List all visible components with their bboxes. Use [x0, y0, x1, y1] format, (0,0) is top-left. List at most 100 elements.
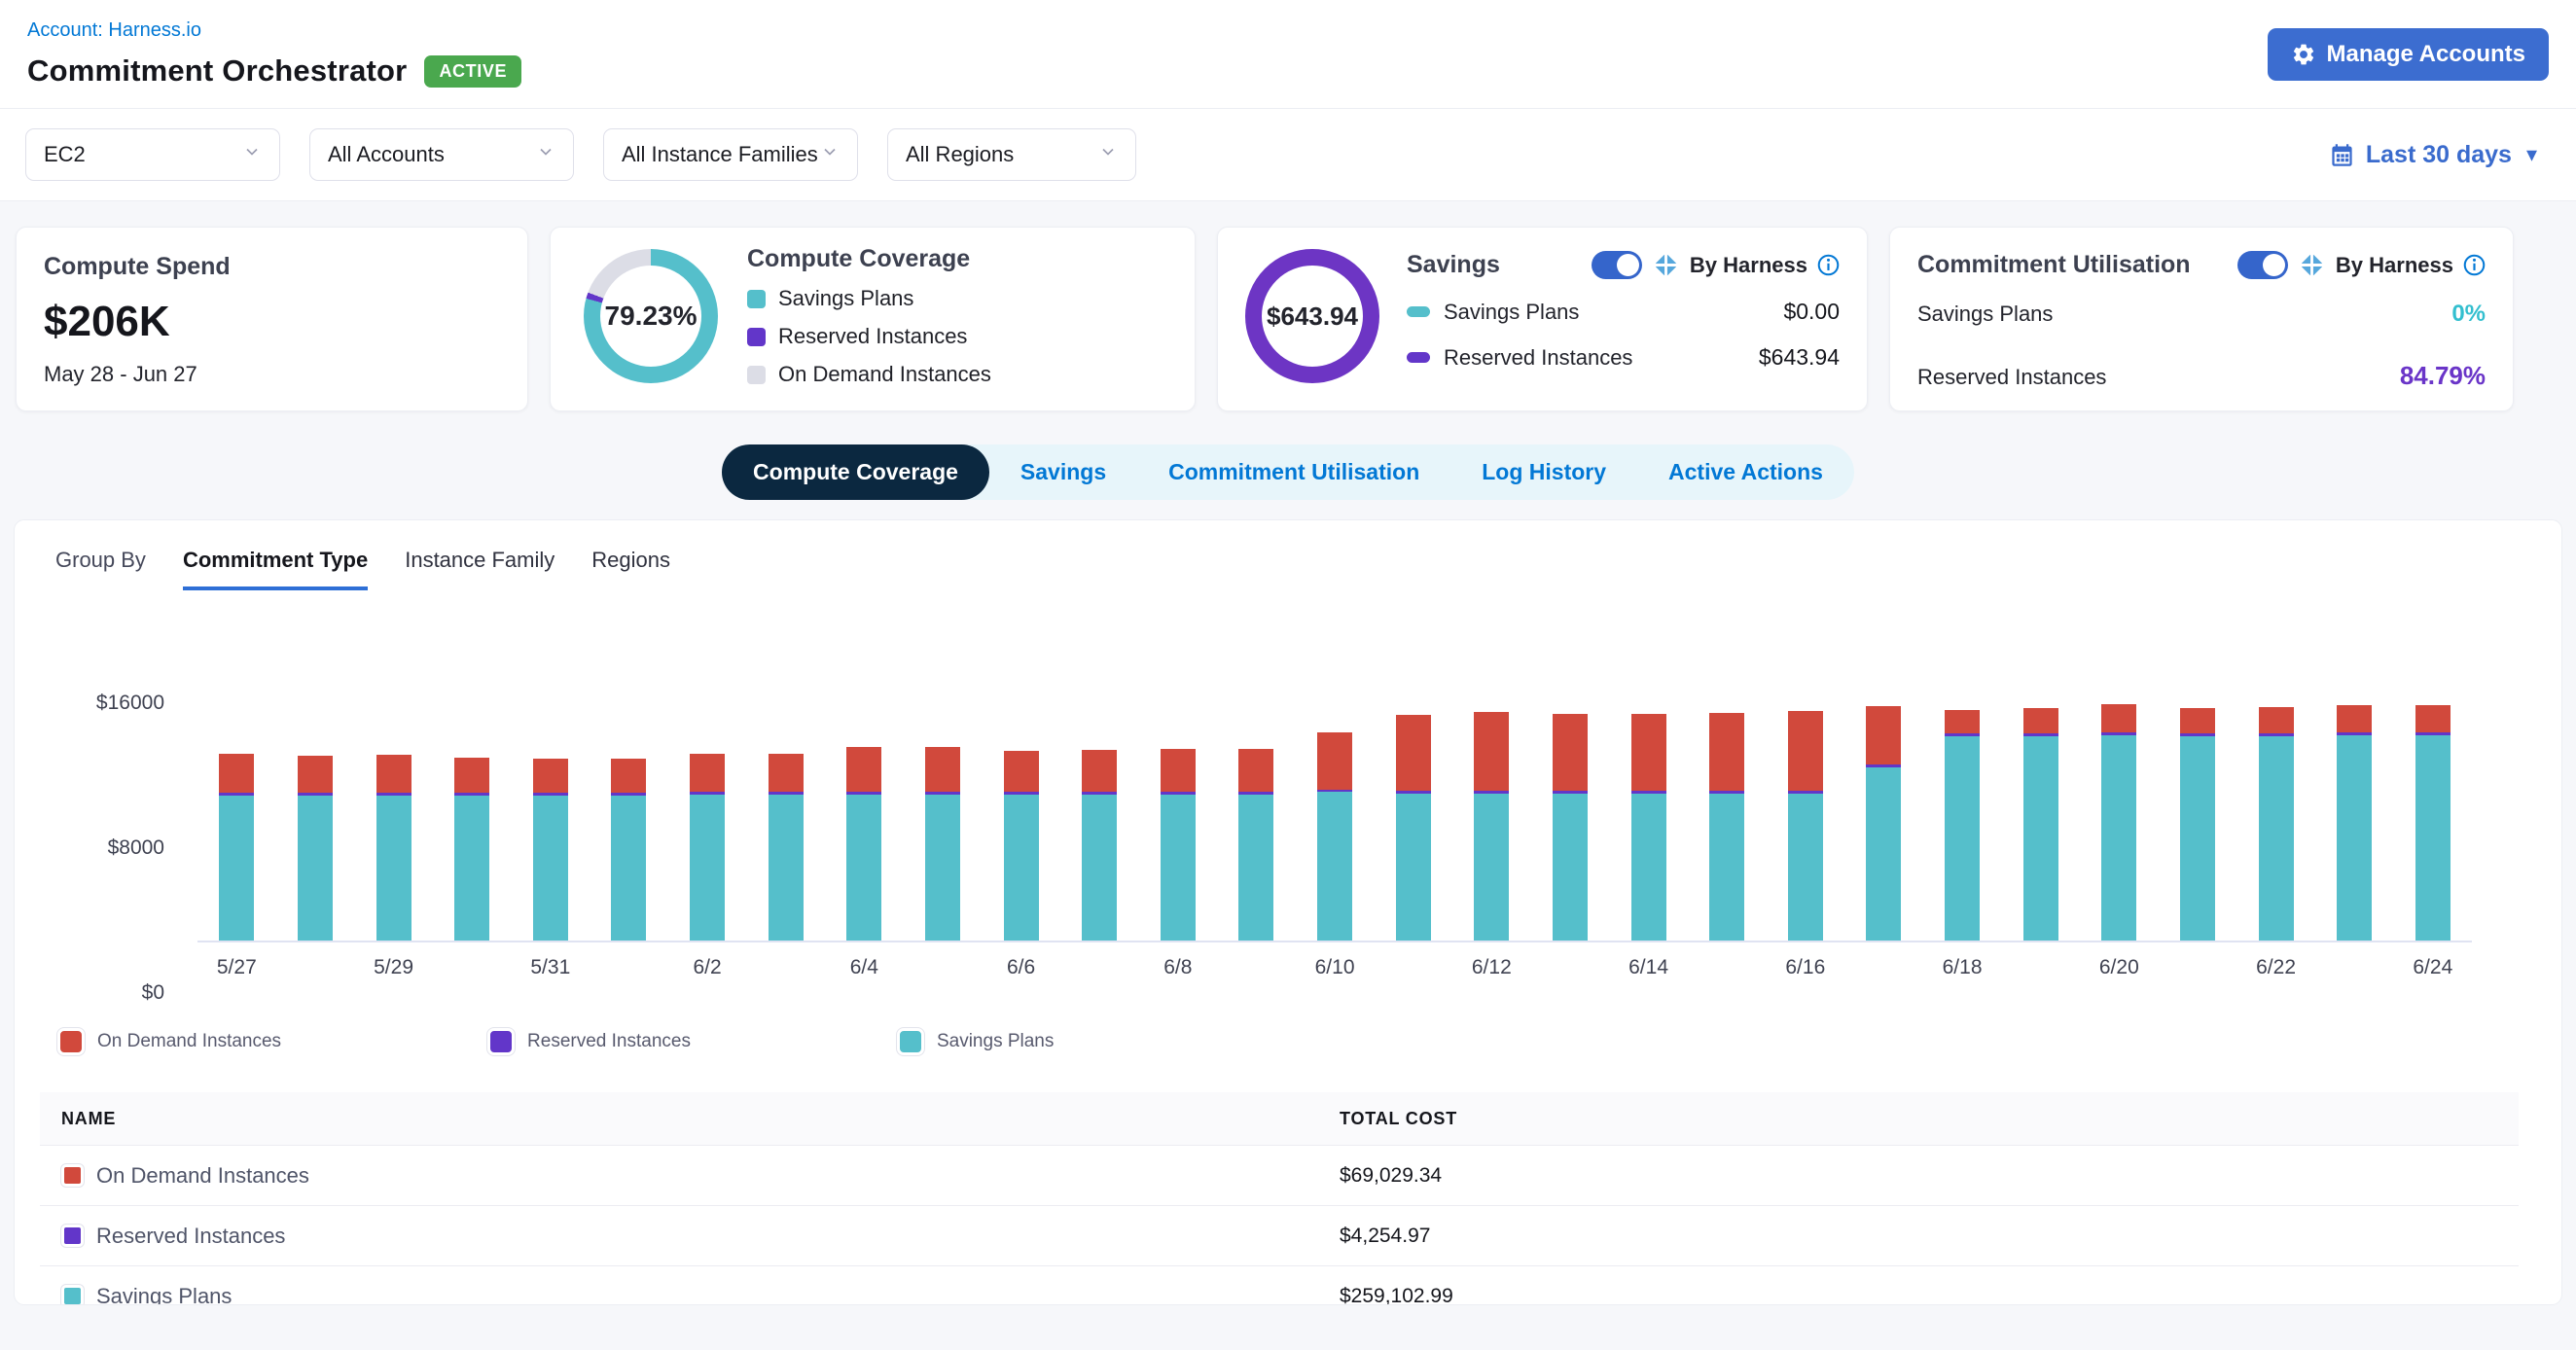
x-axis-tick: 6/8 — [1163, 956, 1193, 978]
regions-dropdown[interactable]: All Regions — [887, 128, 1136, 181]
table-row[interactable]: Reserved Instances $4,254.97 — [40, 1206, 2519, 1266]
group-by-regions[interactable]: Regions — [591, 548, 670, 572]
harness-logo-icon — [1652, 251, 1680, 279]
bar-slot: 6/14 — [1609, 651, 1688, 978]
by-harness-label: By Harness — [2335, 252, 2453, 277]
stacked-bar — [846, 746, 882, 941]
regions-dropdown-value: All Regions — [906, 142, 1015, 166]
compute-coverage-title: Compute Coverage — [747, 245, 971, 272]
group-by-instance-family[interactable]: Instance Family — [405, 548, 555, 572]
legend-item: Reserved Instances — [747, 324, 991, 349]
bar-slot: 6/10 — [1296, 651, 1375, 978]
stacked-bar — [532, 758, 568, 941]
accounts-dropdown[interactable]: All Accounts — [309, 128, 574, 181]
reserved-instances-swatch — [1407, 352, 1430, 363]
stacked-bar — [1474, 712, 1510, 941]
tab-savings[interactable]: Savings — [1020, 459, 1107, 484]
info-icon[interactable] — [2463, 254, 2486, 276]
savings-row: Reserved Instances $643.94 — [1407, 344, 1840, 371]
info-icon[interactable] — [1817, 254, 1840, 276]
status-badge: ACTIVE — [424, 54, 522, 88]
stacked-bar — [2022, 707, 2058, 941]
x-axis-tick: 6/2 — [693, 956, 722, 978]
stacked-bar — [1082, 750, 1118, 941]
legend-label: On Demand Instances — [778, 362, 991, 386]
bar-slot: 6/22 — [2236, 651, 2315, 978]
compute-coverage-panel: Group By Commitment Type Instance Family… — [14, 519, 2562, 1305]
manage-accounts-button[interactable]: Manage Accounts — [2267, 27, 2549, 81]
service-dropdown[interactable]: EC2 — [25, 128, 280, 181]
savings-plans-swatch — [1407, 306, 1430, 317]
x-axis-tick: 6/6 — [1006, 956, 1036, 978]
stacked-bar — [454, 757, 490, 941]
table-row[interactable]: On Demand Instances $69,029.34 — [40, 1146, 2519, 1206]
instance-families-dropdown[interactable]: All Instance Families — [603, 128, 858, 181]
tab-log-history[interactable]: Log History — [1482, 459, 1607, 484]
stacked-bar — [219, 754, 255, 941]
bar-slot: 6/2 — [668, 651, 747, 978]
x-axis-tick: 5/29 — [374, 956, 413, 978]
savings-plans-swatch — [61, 1285, 84, 1304]
by-harness-toggle[interactable] — [2236, 251, 2288, 279]
stacked-bar — [2337, 704, 2373, 941]
savings-row-label: Reserved Instances — [1444, 344, 1633, 370]
table-row[interactable]: Savings Plans $259,102.99 — [40, 1266, 2519, 1305]
bar-slot: 6/4 — [825, 651, 904, 978]
tab-commitment-utilisation[interactable]: Commitment Utilisation — [1168, 459, 1420, 484]
bar-slot — [1844, 651, 1923, 941]
row-total-cost: $259,102.99 — [1340, 1284, 1453, 1305]
chart-legend: On Demand Instances Reserved Instances S… — [57, 1028, 2561, 1055]
compute-spend-value: $206K — [44, 298, 170, 345]
x-axis-tick: 5/27 — [216, 956, 257, 978]
util-reserved-instances-percent: 84.79% — [2399, 361, 2486, 390]
by-harness-toggle[interactable] — [1591, 251, 1642, 279]
legend-label: Reserved Instances — [778, 324, 968, 348]
caret-down-icon: ▾ — [2525, 142, 2537, 166]
x-axis-tick: 6/24 — [2413, 956, 2453, 978]
savings-row-value: $0.00 — [1783, 299, 1840, 324]
commitment-utilisation-card: Commitment Utilisation By Harness Saving… — [1889, 227, 2514, 411]
x-axis-tick: 6/22 — [2256, 956, 2296, 978]
x-axis-tick: 6/18 — [1942, 956, 1983, 978]
bar-slot — [1060, 651, 1139, 941]
account-breadcrumb[interactable]: Account: Harness.io — [27, 19, 201, 41]
legend-label: On Demand Instances — [97, 1031, 282, 1051]
bar-slot — [2315, 651, 2394, 941]
savings-row-value: $643.94 — [1758, 344, 1840, 370]
stacked-bar — [1866, 705, 1902, 941]
page-title: Commitment Orchestrator — [27, 53, 408, 88]
row-total-cost: $4,254.97 — [1340, 1224, 1431, 1247]
harness-logo-icon — [2298, 251, 2326, 279]
x-axis-tick: 6/4 — [849, 956, 878, 978]
legend-label: Savings Plans — [936, 1031, 1055, 1051]
row-name: On Demand Instances — [96, 1162, 309, 1188]
tab-active-actions[interactable]: Active Actions — [1668, 459, 1823, 484]
legend-label: Savings Plans — [778, 286, 914, 310]
savings-total: $643.94 — [1267, 301, 1358, 331]
savings-ring-chart: $643.94 — [1245, 249, 1379, 383]
stacked-bar — [1395, 715, 1431, 941]
util-savings-plans-label: Savings Plans — [1917, 302, 2054, 326]
bar-slot — [590, 651, 668, 941]
date-range-picker[interactable]: Last 30 days ▾ — [2329, 141, 2537, 169]
compute-spend-title: Compute Spend — [44, 253, 231, 280]
savings-row: Savings Plans $0.00 — [1407, 299, 1840, 325]
on-demand-swatch — [61, 1164, 84, 1187]
tab-compute-coverage[interactable]: Compute Coverage — [722, 444, 989, 500]
group-by-commitment-type[interactable]: Commitment Type — [182, 548, 369, 590]
group-by-row: Group By Commitment Type Instance Family… — [15, 548, 2561, 590]
stacked-bar — [1787, 711, 1823, 941]
compute-spend-card: Compute Spend $206K May 28 - Jun 27 — [16, 227, 528, 411]
bar-slot: 5/27 — [197, 651, 276, 978]
stacked-bar — [1160, 748, 1196, 941]
stacked-bar — [2258, 706, 2294, 941]
util-reserved-instances-label: Reserved Instances — [1917, 365, 2107, 389]
bar-slot: 6/12 — [1452, 651, 1531, 978]
compute-spend-period: May 28 - Jun 27 — [44, 362, 197, 386]
gear-icon — [2291, 42, 2316, 67]
x-axis-tick: 6/12 — [1471, 956, 1512, 978]
bar-slot — [433, 651, 512, 941]
row-name: Reserved Instances — [96, 1223, 286, 1248]
x-axis-tick: 5/31 — [530, 956, 571, 978]
